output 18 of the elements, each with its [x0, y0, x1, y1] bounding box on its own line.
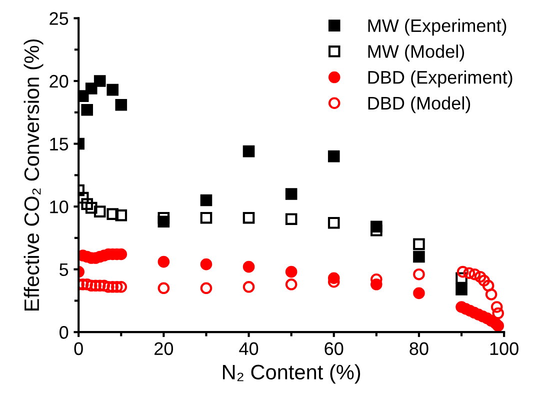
x-tick-label: 60	[324, 342, 344, 356]
y-tick-label: 5	[60, 263, 68, 276]
legend-label: MW (Model)	[368, 44, 464, 62]
x-tick-label: 20	[154, 342, 174, 356]
x-tick-label: 80	[410, 342, 428, 356]
legend-label: MW (Experiment)	[368, 18, 506, 36]
x-tick-label: 40	[239, 342, 258, 356]
x-axis-title: N₂ Content (%)	[223, 364, 360, 384]
y-tick-label: 0	[60, 326, 68, 339]
y-tick-label: 25	[50, 12, 68, 25]
y-tick-label: 10	[50, 200, 68, 214]
x-tick-label: 0	[74, 342, 83, 356]
legend-label: DBD (Model)	[368, 96, 470, 114]
legend-label: DBD (Experiment)	[368, 70, 512, 88]
y-tick-label: 15	[50, 138, 68, 150]
y-axis-title: Effective CO₂ Conversion (%)	[24, 39, 44, 310]
x-tick-label: 100	[490, 342, 518, 356]
y-tick-label: 20	[50, 74, 68, 88]
